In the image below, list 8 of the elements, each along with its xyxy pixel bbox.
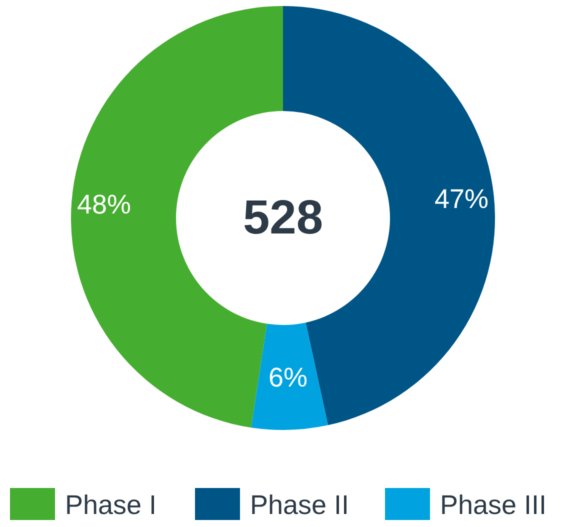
data-label: 6% xyxy=(268,362,308,392)
legend-label: Phase III xyxy=(440,490,547,520)
legend-label: Phase II xyxy=(250,490,350,520)
data-label: 48% xyxy=(76,189,132,220)
data-label: 47% xyxy=(434,184,488,214)
legend-label: Phase I xyxy=(65,490,157,520)
text: 528 xyxy=(242,192,324,244)
donut-slice xyxy=(251,322,328,430)
